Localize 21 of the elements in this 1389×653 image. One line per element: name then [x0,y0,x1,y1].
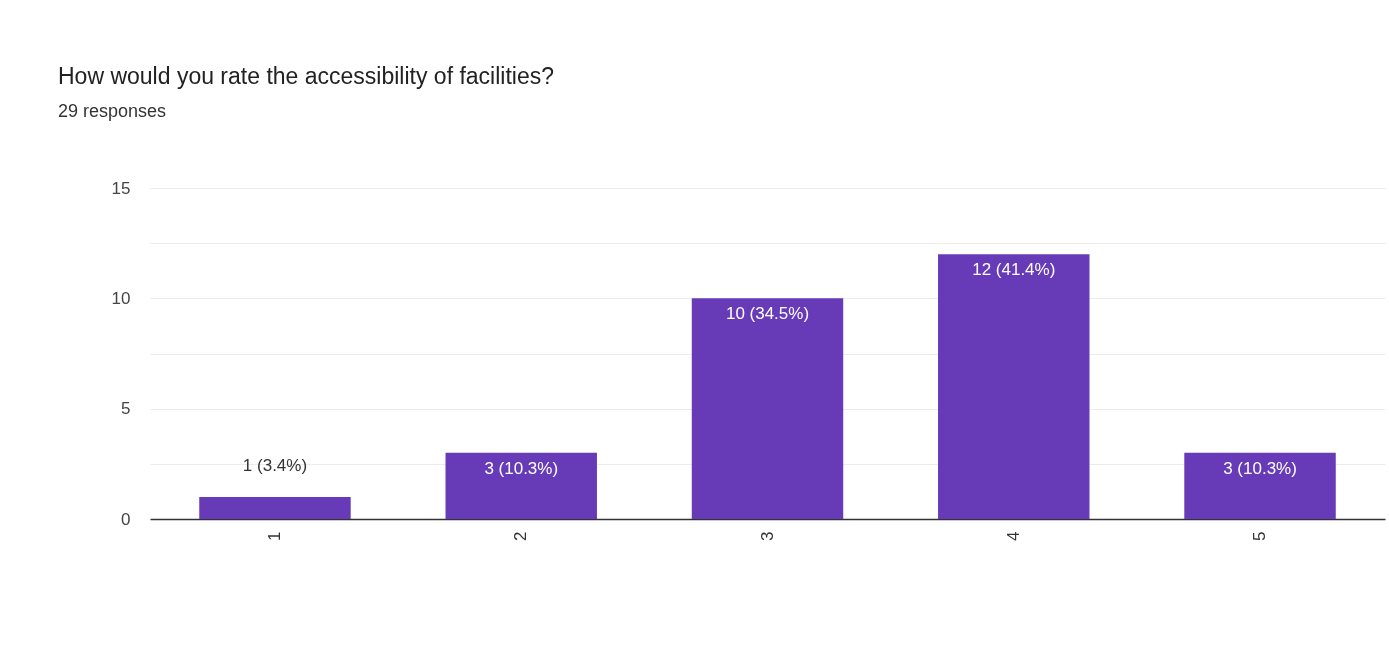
data-label: 1 (3.4%) [242,455,308,475]
x-tick-label: 5 [1250,531,1270,541]
bar [938,254,1090,519]
data-label: 3 (10.3%) [1223,458,1297,478]
y-tick-label: 10 [111,288,131,308]
data-label: 3 (10.3%) [484,458,559,478]
y-tick-label: 15 [111,178,131,198]
bar [1184,452,1336,519]
bar [691,298,844,519]
x-tick-label: 4 [1003,531,1023,541]
bar [445,452,597,519]
bar [199,496,351,519]
chart-subtitle: 29 responses [58,101,167,121]
data-label: 12 (41.4%) [972,260,1056,280]
x-tick-label: 2 [511,531,531,541]
data-label: 10 (34.5%) [725,304,810,324]
x-tick-label: 3 [757,531,777,541]
chart-title: How would you rate the accessibility of facilities? [58,63,555,89]
x-tick-label: 1 [264,531,284,541]
y-tick-label: 5 [121,399,131,419]
y-tick-label: 0 [121,509,131,529]
